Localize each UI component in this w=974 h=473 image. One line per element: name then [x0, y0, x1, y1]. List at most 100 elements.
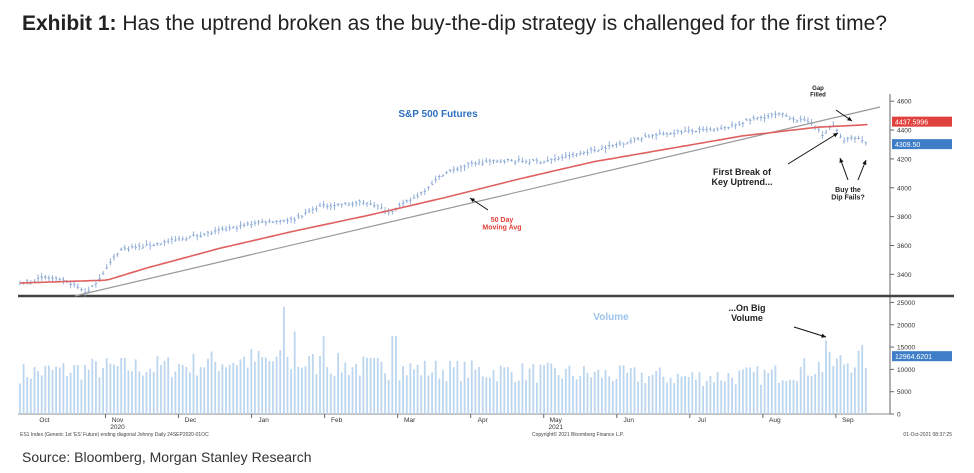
- volume-bar: [456, 360, 459, 414]
- volume-bar: [264, 357, 267, 414]
- volume-bar: [561, 378, 564, 414]
- price-candle: [174, 236, 177, 242]
- volume-bar: [138, 371, 141, 414]
- price-candle: [495, 159, 499, 164]
- source-note: Source: Bloomberg, Morgan Stanley Resear…: [22, 449, 312, 465]
- price-candle: [156, 242, 159, 246]
- volume-bar: [297, 367, 300, 414]
- price-candle: [676, 129, 680, 135]
- price-candle: [423, 188, 427, 195]
- price-candle: [846, 136, 850, 143]
- volume-bar: [778, 382, 780, 414]
- volume-annotation: ...On Big Volume: [729, 303, 766, 323]
- break-annotation: First Break of Key Uptrend...: [711, 167, 772, 187]
- price-candle: [517, 155, 521, 163]
- price-candle: [662, 131, 665, 136]
- volume-bar: [727, 373, 730, 414]
- volume-bar: [283, 306, 285, 414]
- price-candle: [304, 209, 307, 216]
- volume-bar: [557, 375, 560, 414]
- price-candle: [784, 113, 788, 118]
- volume-bar: [48, 365, 50, 414]
- price-candle: [217, 226, 221, 235]
- volume-bar: [333, 375, 336, 414]
- price-candle: [434, 175, 437, 184]
- volume-bar: [713, 382, 715, 414]
- price-candle: [647, 133, 651, 139]
- volume-bar: [185, 366, 188, 414]
- arrow-head: [847, 116, 852, 121]
- volume-bar: [590, 377, 592, 414]
- price-candle: [203, 233, 206, 236]
- volume-bar: [293, 331, 296, 414]
- volume-bar: [640, 372, 643, 414]
- price-candle: [188, 235, 192, 239]
- price-candle: [860, 136, 864, 144]
- price-candle: [542, 160, 546, 164]
- price-candle: [701, 126, 705, 132]
- dip-annotation: Buy the Dip Fails?: [831, 187, 864, 202]
- volume-bar: [391, 335, 394, 414]
- volume-bar: [575, 379, 578, 414]
- price-candle: [499, 159, 503, 164]
- price-candle: [795, 119, 799, 123]
- volume-bar: [554, 367, 556, 414]
- volume-tick-label: 5000: [897, 389, 912, 396]
- volume-bar: [329, 373, 332, 414]
- price-candle: [184, 236, 188, 242]
- volume-bar: [344, 362, 347, 414]
- volume-bar: [817, 361, 820, 414]
- price-candle: [680, 129, 683, 135]
- volume-bar: [102, 368, 104, 414]
- price-candle: [289, 216, 293, 224]
- volume-bar: [442, 370, 444, 414]
- price-candle: [365, 202, 369, 207]
- volume-bar: [376, 357, 379, 414]
- price-candle: [62, 277, 65, 285]
- volume-bar: [402, 366, 404, 414]
- price-candle: [466, 162, 470, 169]
- price-candle: [654, 132, 658, 140]
- price-candle: [513, 160, 517, 166]
- price-candle: [235, 225, 239, 233]
- volume-bar: [825, 340, 827, 414]
- volume-bar: [409, 363, 412, 414]
- volume-bar: [539, 364, 542, 414]
- price-candle: [152, 243, 156, 247]
- price-tick-label: 3800: [897, 214, 912, 221]
- price-candle: [213, 226, 217, 235]
- volume-bar: [763, 369, 766, 414]
- volume-bar: [745, 367, 748, 414]
- month-label: Mar: [404, 417, 416, 424]
- price-candle: [456, 166, 459, 172]
- price-candle: [640, 136, 643, 143]
- price-candle: [206, 231, 210, 237]
- price-candle: [492, 159, 495, 165]
- price-candle: [687, 126, 690, 134]
- volume-bar: [702, 386, 704, 414]
- volume-bar: [734, 384, 737, 414]
- price-candle: [145, 240, 148, 247]
- volume-bar: [301, 367, 303, 414]
- price-candle: [745, 118, 748, 121]
- volume-bar: [608, 376, 611, 414]
- volume-bar: [676, 373, 679, 414]
- volume-bar: [499, 365, 502, 414]
- volume-bar: [854, 367, 856, 414]
- price-candle: [83, 288, 87, 297]
- month-label: Oct: [39, 417, 49, 424]
- price-candle: [163, 239, 166, 246]
- price-candle: [437, 174, 441, 180]
- month-label: Feb: [331, 417, 343, 424]
- volume-tick-label: 20000: [897, 322, 915, 329]
- price-candle: [484, 157, 488, 163]
- price-candle: [633, 137, 636, 143]
- price-candle: [734, 123, 737, 130]
- value-tag: [892, 139, 952, 150]
- volume-bar: [434, 360, 437, 414]
- price-candle: [246, 221, 250, 227]
- volume-bar: [651, 374, 654, 414]
- price-candle: [694, 130, 698, 133]
- price-candle: [405, 199, 409, 204]
- price-candle: [369, 200, 372, 206]
